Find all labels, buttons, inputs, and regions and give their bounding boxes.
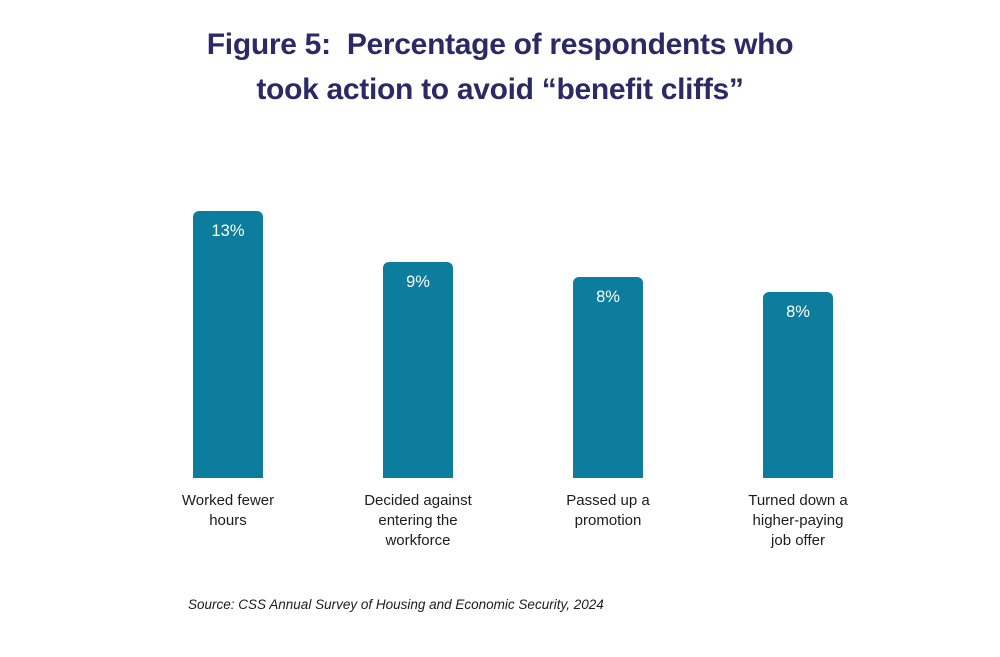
bar: 13%	[193, 211, 263, 478]
bar: 8%	[573, 277, 643, 478]
bar-column: 13% Worked fewer hours	[133, 211, 323, 531]
bar-category-label-line: entering the	[378, 512, 458, 529]
bar-category-label-line: Turned down a	[748, 492, 848, 509]
bar: 8%	[763, 292, 833, 478]
bar-category-label-line: workforce	[385, 532, 451, 549]
bar-category-label: Turned down a higher-paying job offer	[748, 491, 848, 551]
bar-category-label-line: hours	[209, 512, 247, 529]
bar-category-label-line: Decided against	[364, 492, 472, 509]
bar-category-label: Worked fewer hours	[182, 491, 274, 531]
bar-value-label: 13%	[211, 222, 245, 240]
bar-category-label: Decided against entering the workforce	[364, 491, 472, 551]
bar-column: 8% Passed up a promotion	[513, 277, 703, 531]
bar-category-label-line: promotion	[574, 512, 642, 529]
bar: 9%	[383, 262, 453, 478]
bar-category-label-line: Worked fewer	[181, 492, 275, 509]
bar-value-label: 8%	[596, 288, 620, 306]
bar-category-label: Passed up a promotion	[566, 491, 649, 531]
bar-column: 8% Turned down a higher-paying job offer	[703, 292, 893, 551]
bar-category-label-line: higher-paying	[752, 512, 844, 529]
bar-value-label: 9%	[406, 273, 430, 291]
figure-title-line2: took action to avoid “benefit cliffs”	[256, 73, 744, 106]
bar-category-label-line: job offer	[771, 532, 825, 549]
figure-title: Figure 5: Percentage of respondents who …	[0, 22, 1000, 112]
bar-category-label-line: Passed up a	[566, 492, 650, 509]
figure-title-line1: Figure 5: Percentage of respondents who	[206, 28, 794, 61]
bar-value-label: 8%	[786, 303, 810, 321]
source-note: Source: CSS Annual Survey of Housing and…	[188, 597, 604, 612]
bar-column: 9% Decided against entering the workforce	[323, 262, 513, 551]
